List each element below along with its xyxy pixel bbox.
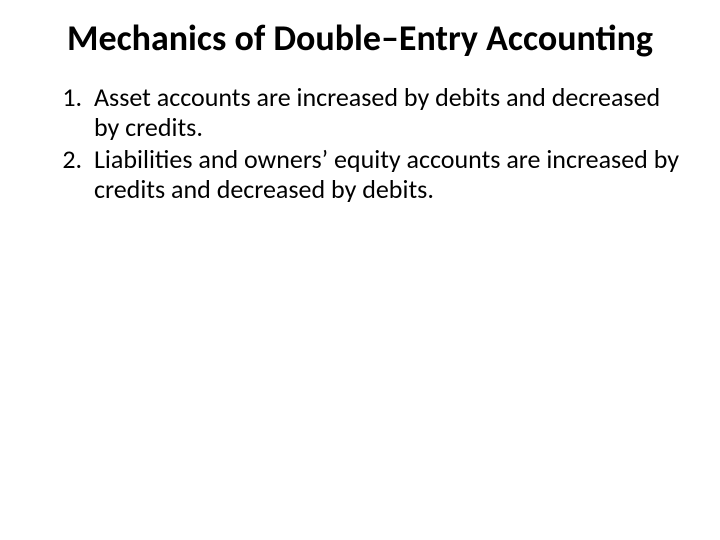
slide: Mechanics of Double–Entry Accounting Ass… [0, 0, 720, 540]
list-item: Asset accounts are increased by debits a… [88, 83, 680, 143]
slide-title: Mechanics of Double–Entry Accounting [30, 18, 690, 59]
slide-list: Asset accounts are increased by debits a… [30, 83, 690, 205]
list-item: Liabilities and owners’ equity accounts … [88, 145, 680, 205]
